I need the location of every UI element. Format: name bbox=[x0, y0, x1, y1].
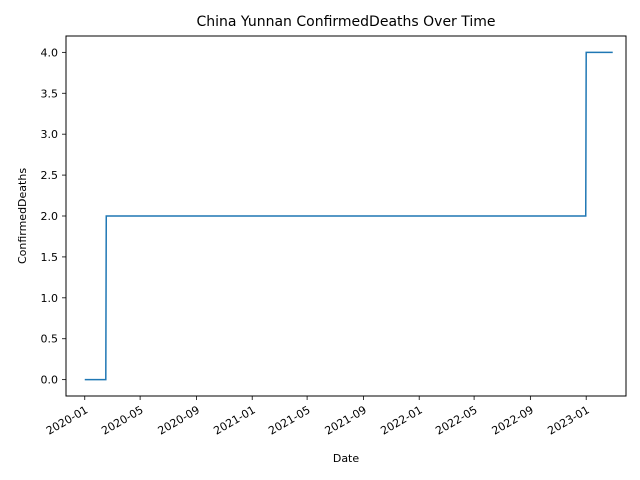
plot-frame bbox=[65, 35, 627, 397]
series-line bbox=[84, 51, 613, 381]
y-tick-label: 1.5 bbox=[41, 251, 59, 264]
y-tick-label: 3.5 bbox=[41, 87, 59, 100]
y-tick-label: 2.0 bbox=[41, 210, 59, 223]
y-tick-label: 4.0 bbox=[41, 46, 59, 59]
y-tick-label: 3.0 bbox=[41, 128, 59, 141]
x-axis-label: Date bbox=[333, 452, 360, 465]
plot-area bbox=[84, 51, 613, 381]
chart-title: China Yunnan ConfirmedDeaths Over Time bbox=[196, 14, 495, 30]
y-tick-label: 0.5 bbox=[41, 333, 59, 346]
y-axis-label: ConfirmedDeaths bbox=[16, 168, 29, 264]
y-tick-label: 1.0 bbox=[41, 292, 59, 305]
y-axis-ticks: 0.0 0.5 1.0 1.5 2.0 2.5 3.0 3.5 4.0 bbox=[41, 46, 66, 387]
y-tick-label: 2.5 bbox=[41, 169, 59, 182]
y-tick-label: 0.0 bbox=[41, 374, 59, 387]
